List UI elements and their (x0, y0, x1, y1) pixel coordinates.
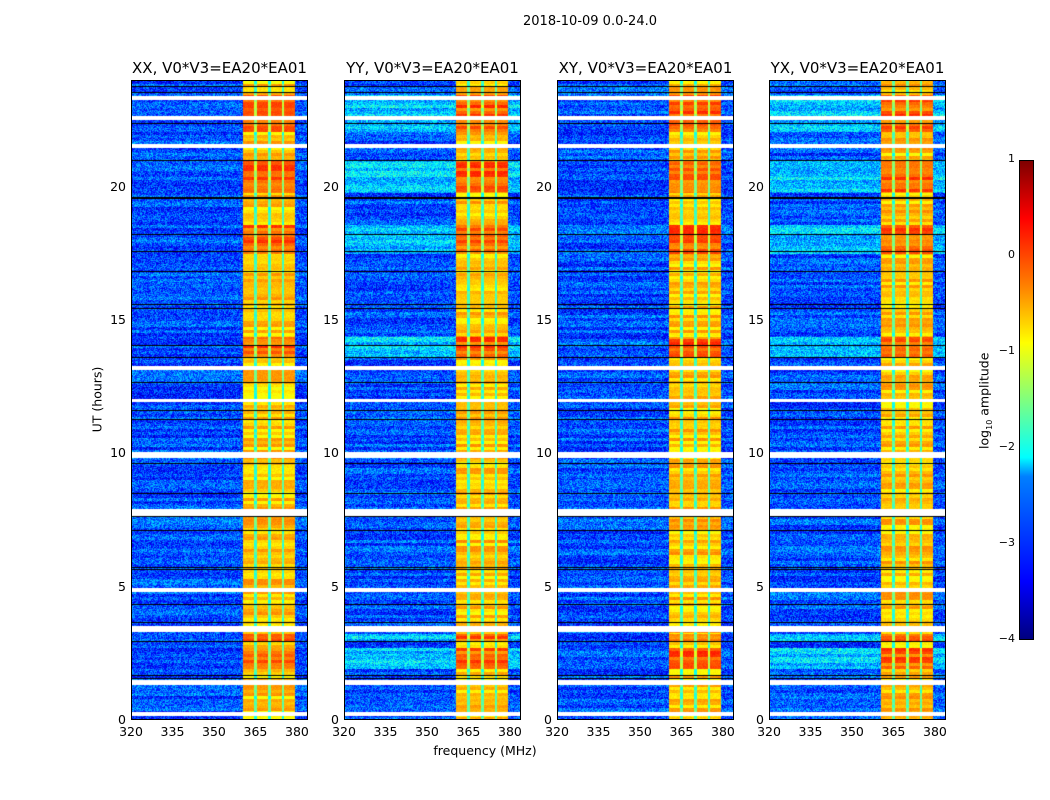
y-tick-label: 10 (748, 445, 764, 461)
colorbar-tick-label: 0 (1008, 248, 1015, 261)
heatmap-canvas (345, 81, 520, 719)
y-tick-label: 0 (544, 712, 552, 727)
x-tick-label: 320 (332, 724, 356, 739)
y-tick-label: 5 (118, 578, 126, 594)
heatmap-panel-1 (344, 80, 521, 720)
colorbar-tick-label: −2 (998, 440, 1015, 453)
y-tick-label: 5 (331, 578, 339, 594)
y-tick-label: 0 (118, 712, 126, 727)
x-tick-label: 380 (711, 724, 735, 739)
y-tick-label: 15 (536, 312, 552, 327)
colorbar-label-rest: amplitude (976, 352, 992, 420)
y-tick-label: 15 (748, 312, 764, 327)
heatmap-panel-2 (557, 80, 734, 720)
colorbar (1019, 160, 1034, 640)
figure-title: 2018-10-09 0.0-24.0 (523, 14, 657, 29)
y-axis-label: UT (hours) (89, 366, 105, 433)
x-tick-label: 380 (923, 724, 947, 739)
x-tick-label: 350 (628, 724, 652, 739)
x-tick-label: 380 (285, 724, 309, 739)
heatmap-panel-3 (769, 80, 946, 720)
x-tick-label: 320 (757, 724, 781, 739)
heatmap-canvas (558, 81, 733, 719)
x-tick-label: 365 (456, 724, 481, 739)
x-tick-label: 335 (586, 724, 611, 739)
colorbar-tick-label: 1 (1008, 152, 1015, 165)
x-tick-label: 335 (373, 724, 398, 739)
x-tick-label: 380 (498, 724, 522, 739)
y-tick-label: 20 (110, 178, 126, 194)
y-tick-label: 5 (756, 578, 764, 594)
panel-title: YX, V0*V3=EA20*EA01 (770, 59, 945, 77)
x-tick-label: 320 (545, 724, 569, 739)
y-tick-label: 10 (536, 445, 552, 461)
panel-title: YY, V0*V3=EA20*EA01 (346, 59, 519, 77)
colorbar-tick-label: −1 (998, 344, 1015, 357)
x-tick-label: 365 (243, 724, 268, 739)
x-tick-label: 350 (415, 724, 439, 739)
y-tick-label: 0 (331, 712, 339, 727)
x-tick-label: 365 (881, 724, 906, 739)
colorbar-tick-label: −3 (998, 536, 1015, 549)
y-tick-label: 20 (536, 178, 552, 194)
x-tick-label: 320 (119, 724, 143, 739)
y-tick-label: 10 (323, 445, 339, 461)
heatmap-canvas (132, 81, 307, 719)
heatmap-panel-0 (131, 80, 308, 720)
x-tick-label: 335 (160, 724, 185, 739)
colorbar-label-sub: 10 (984, 419, 994, 430)
heatmap-canvas (770, 81, 945, 719)
y-tick-label: 15 (323, 312, 339, 327)
x-tick-label: 350 (202, 724, 226, 739)
y-tick-label: 5 (544, 578, 552, 594)
x-tick-label: 365 (669, 724, 694, 739)
panel-title: XY, V0*V3=EA20*EA01 (558, 59, 733, 77)
y-tick-label: 10 (110, 445, 126, 461)
y-tick-label: 15 (110, 312, 126, 327)
x-tick-label: 335 (798, 724, 823, 739)
y-tick-label: 0 (756, 712, 764, 727)
y-tick-label: 20 (748, 178, 764, 194)
y-tick-label: 20 (323, 178, 339, 194)
x-tick-label: 350 (840, 724, 864, 739)
x-axis-label: frequency (MHz) (433, 743, 537, 758)
panel-title: XX, V0*V3=EA20*EA01 (132, 59, 307, 77)
colorbar-tick-label: −4 (998, 632, 1015, 645)
